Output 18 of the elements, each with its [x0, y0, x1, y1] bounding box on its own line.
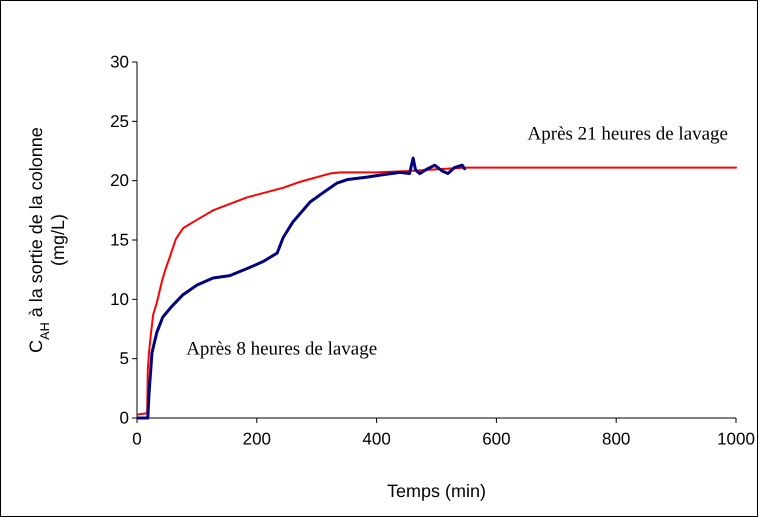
- x-axis-title: Temps (min): [386, 481, 486, 501]
- line-series: [137, 166, 737, 416]
- series-label: Après 8 heures de lavage: [186, 338, 378, 360]
- series-label: Après 21 heures de lavage: [528, 124, 728, 145]
- x-tick-label: 400: [362, 430, 391, 449]
- y-tick-label: 20: [110, 171, 129, 190]
- y-tick-label: 5: [120, 349, 129, 368]
- y-tick-label: 15: [110, 230, 129, 250]
- x-tick-label: 800: [602, 430, 630, 449]
- x-tick-label: 200: [242, 430, 271, 449]
- x-tick-label: 0: [132, 430, 142, 449]
- x-tick-label: 600: [482, 430, 511, 449]
- y-tick-label: 0: [120, 408, 129, 428]
- y-tick-label: 30: [110, 52, 129, 72]
- line-series: [136, 156, 466, 420]
- y-tick-label: 10: [110, 290, 129, 309]
- x-tick-label: 1000: [717, 430, 755, 449]
- y-tick-label: 25: [110, 112, 129, 131]
